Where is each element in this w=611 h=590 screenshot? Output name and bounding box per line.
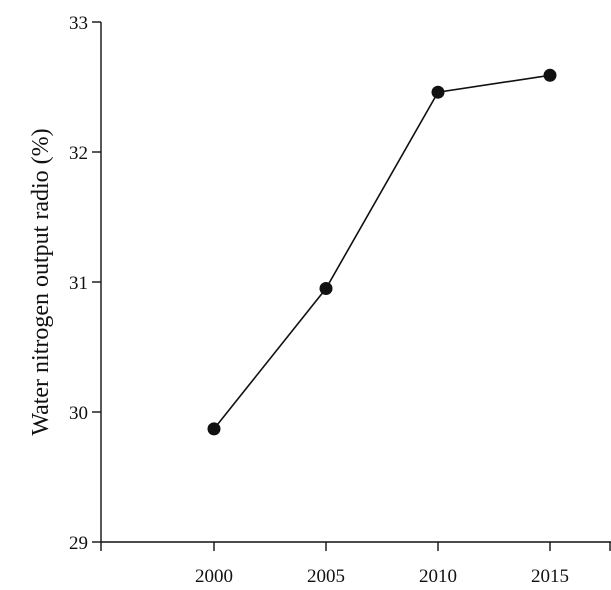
y-tick-label: 33 (69, 13, 88, 34)
x-tick-label: 2005 (307, 566, 345, 587)
series-line (213, 74, 551, 430)
x-tick-label: 2010 (419, 566, 457, 587)
axes (100, 22, 611, 543)
data-point (207, 422, 221, 436)
y-tick-label: 30 (69, 403, 88, 424)
data-points (207, 68, 557, 436)
x-tick-label: 2000 (195, 566, 233, 587)
x-tick-label: 2015 (531, 566, 569, 587)
series (213, 74, 551, 430)
ticks: 29 30 31 32 33 2000 2005 2010 2015 (69, 13, 611, 587)
data-point (543, 68, 557, 82)
data-point (431, 85, 445, 99)
y-tick-label: 32 (69, 143, 88, 164)
y-tick-label: 31 (69, 273, 88, 294)
y-axis-title: Water nitrogen output radio (%) (28, 128, 54, 435)
data-point (319, 282, 333, 295)
y-tick-label: 29 (69, 533, 88, 554)
